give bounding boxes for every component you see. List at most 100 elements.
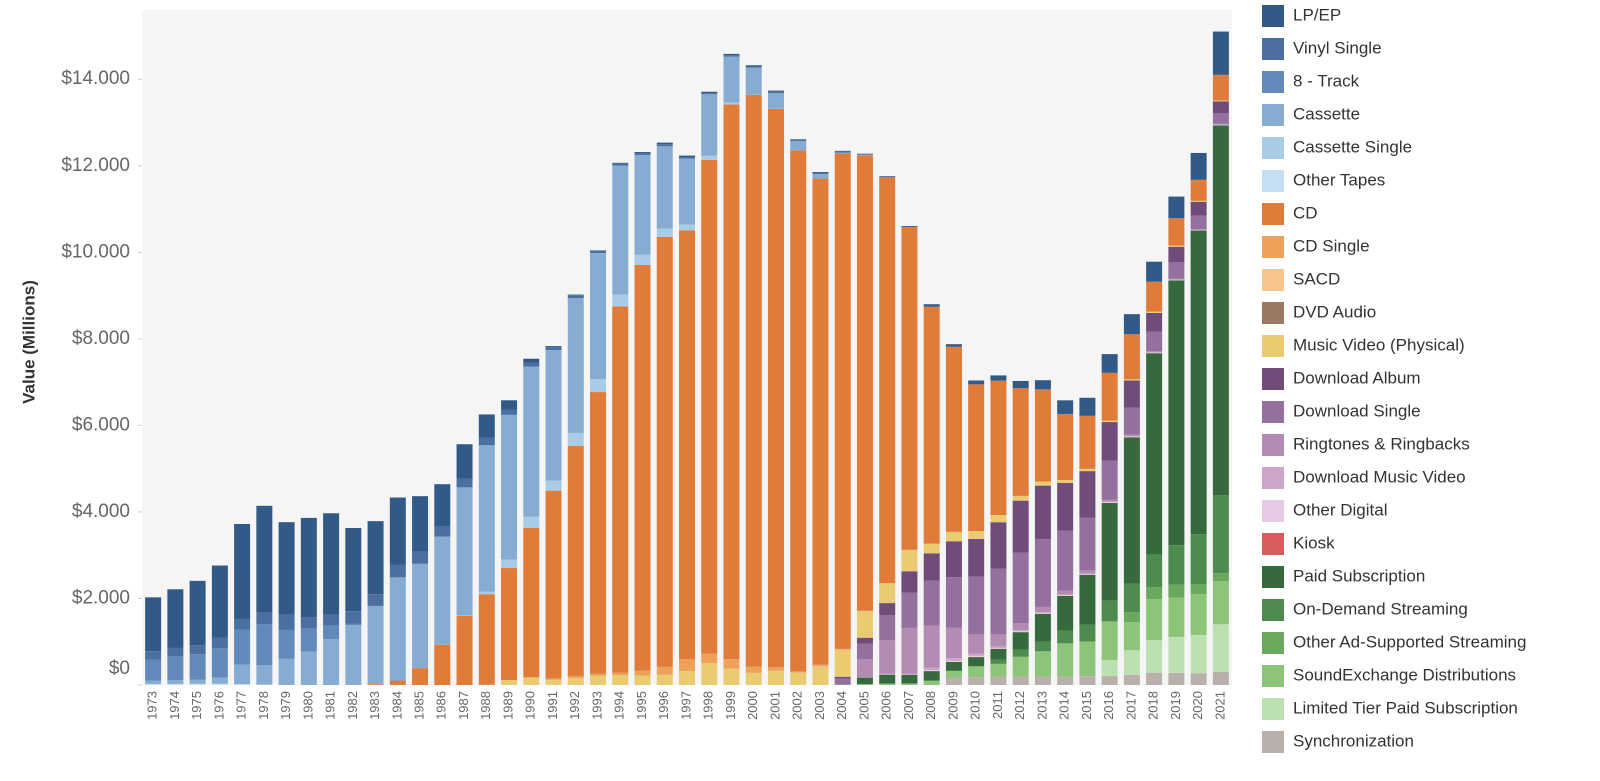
bar-segment <box>1124 650 1140 675</box>
bar-segment <box>234 630 250 665</box>
bar-segment <box>1102 503 1118 601</box>
bar-segment <box>301 518 317 617</box>
x-tick-label: 1998 <box>701 691 716 720</box>
bar-segment <box>1102 373 1118 421</box>
bar-segment <box>1191 231 1207 535</box>
legend-swatch <box>1262 698 1284 720</box>
bar-segment <box>568 433 584 446</box>
bar-segment <box>723 659 739 669</box>
bar-segment <box>1013 649 1029 656</box>
bar-segment <box>1035 390 1051 482</box>
bar-segment <box>968 657 984 666</box>
bar-segment <box>657 146 673 228</box>
bar-segment <box>167 684 183 685</box>
bar-segment <box>857 154 873 155</box>
bar-segment <box>968 654 984 656</box>
x-tick-label: 2015 <box>1079 691 1094 720</box>
bar-segment <box>879 176 895 177</box>
bar-segment <box>234 619 250 630</box>
bar-segment <box>390 577 406 680</box>
x-tick-label: 2011 <box>990 691 1005 719</box>
bar-segment <box>1146 282 1162 312</box>
bar-segment <box>1013 677 1029 685</box>
x-tick-label: 1990 <box>523 691 538 720</box>
legend-swatch <box>1262 137 1284 159</box>
bar-segment <box>279 522 295 614</box>
bar-segment <box>1213 124 1229 125</box>
bar-segment <box>835 679 851 685</box>
bar-segment <box>301 651 317 685</box>
legend-swatch <box>1262 467 1284 489</box>
bar-segment <box>1213 101 1229 113</box>
bar-segment <box>635 671 651 676</box>
bar-segment <box>1013 553 1029 623</box>
bar-segment <box>679 671 695 685</box>
bar-segment <box>746 65 762 66</box>
bar-segment <box>1146 587 1162 599</box>
bar-segment <box>1057 677 1073 685</box>
bar-segment <box>479 414 495 437</box>
bar-segment <box>1079 518 1095 571</box>
bar-segment <box>1213 125 1229 126</box>
bar-segment <box>279 659 295 685</box>
bar-segment <box>768 667 784 670</box>
bar-segment <box>1191 594 1207 635</box>
legend-swatch <box>1262 104 1284 126</box>
bar-segment <box>790 140 806 141</box>
legend-label: Limited Tier Paid Subscription <box>1293 698 1518 717</box>
bar-segment <box>990 649 1006 660</box>
legend-label: Ringtones & Ringbacks <box>1293 434 1470 453</box>
bar-segment <box>768 109 784 668</box>
bar-segment <box>879 177 895 583</box>
y-tick-label: $6.000 <box>72 414 130 435</box>
bar-segment <box>1079 625 1095 642</box>
bar-segment <box>879 684 895 685</box>
bar-segment <box>701 160 717 654</box>
legend-swatch <box>1262 302 1284 324</box>
bar-segment <box>1168 218 1184 245</box>
bar-segment <box>1079 469 1095 471</box>
bar-segment <box>990 381 1006 515</box>
bar-segment <box>568 295 584 296</box>
bar-segment <box>746 68 762 95</box>
bar-segment <box>1168 246 1184 247</box>
bar-segment <box>1146 353 1162 354</box>
legend-swatch <box>1262 71 1284 93</box>
bar-segment <box>256 613 272 624</box>
bar-segment <box>390 498 406 565</box>
x-tick-label: 1974 <box>167 691 182 720</box>
bar-segment <box>857 638 873 644</box>
bar-segment <box>212 566 228 638</box>
bar-segment <box>857 612 873 638</box>
bar-segment <box>457 615 473 616</box>
bar-segment <box>234 665 250 684</box>
legend-swatch <box>1262 335 1284 357</box>
bar-segment <box>167 680 183 684</box>
bar-segment <box>612 294 628 306</box>
bar-segment <box>924 304 940 306</box>
bar-segment <box>301 617 317 629</box>
bar-segment <box>990 660 1006 664</box>
bar-segment <box>167 648 183 656</box>
bar-segment <box>1124 437 1140 438</box>
legend-label: DVD Audio <box>1293 302 1376 321</box>
bar-segment <box>946 662 962 671</box>
bar-segment <box>1079 571 1095 574</box>
bar-segment <box>145 659 161 680</box>
x-tick-label: 1978 <box>256 691 271 720</box>
bar-segment <box>1146 351 1162 352</box>
x-tick-label: 2008 <box>923 691 938 720</box>
y-tick-label: $4.000 <box>72 501 130 522</box>
bar-segment <box>479 592 495 594</box>
bar-segment <box>234 684 250 685</box>
legend-label: Other Digital <box>1293 500 1387 519</box>
bar-segment <box>1124 334 1140 379</box>
bar-segment <box>1213 672 1229 685</box>
bar-segment <box>924 581 940 626</box>
bar-segment <box>901 683 917 685</box>
bar-segment <box>1057 596 1073 631</box>
bar-segment <box>968 666 984 677</box>
bar-segment <box>1035 482 1051 486</box>
legend-label: Kiosk <box>1293 533 1335 552</box>
bar-segment <box>501 560 517 568</box>
